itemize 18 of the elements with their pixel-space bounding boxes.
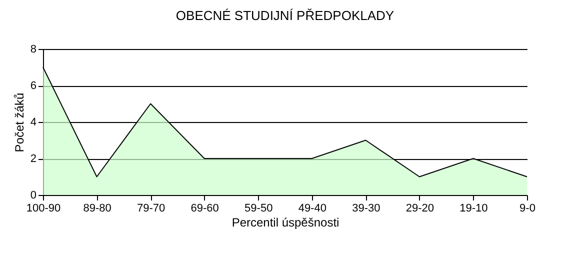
x-tick-label: 100-90 xyxy=(26,202,61,214)
y-tick-label: 8 xyxy=(30,44,36,56)
x-tick-label: 9-0 xyxy=(520,202,536,214)
x-tick-label: 39-30 xyxy=(352,202,380,214)
x-tick-label: 29-20 xyxy=(406,202,434,214)
x-tick-label: 79-70 xyxy=(136,202,166,214)
x-tick-label: 49-40 xyxy=(298,202,326,214)
x-tick-label: 69-60 xyxy=(190,202,219,214)
chart-title: OBECNÉ STUDIJNÍ PŘEDPOKLADY xyxy=(176,8,394,23)
x-tick-label: 59-50 xyxy=(244,202,273,214)
x-tick-label: 89-80 xyxy=(83,202,112,214)
y-tick-label: 6 xyxy=(30,80,36,92)
x-tick-label: 19-10 xyxy=(460,202,488,214)
y-tick-label: 2 xyxy=(30,153,36,165)
y-tick-label: 4 xyxy=(30,116,36,128)
y-axis-title: Počet žáků xyxy=(12,92,26,152)
y-tick-label: 0 xyxy=(30,190,36,202)
x-axis-title: Percentil úspěšnosti xyxy=(232,216,340,230)
